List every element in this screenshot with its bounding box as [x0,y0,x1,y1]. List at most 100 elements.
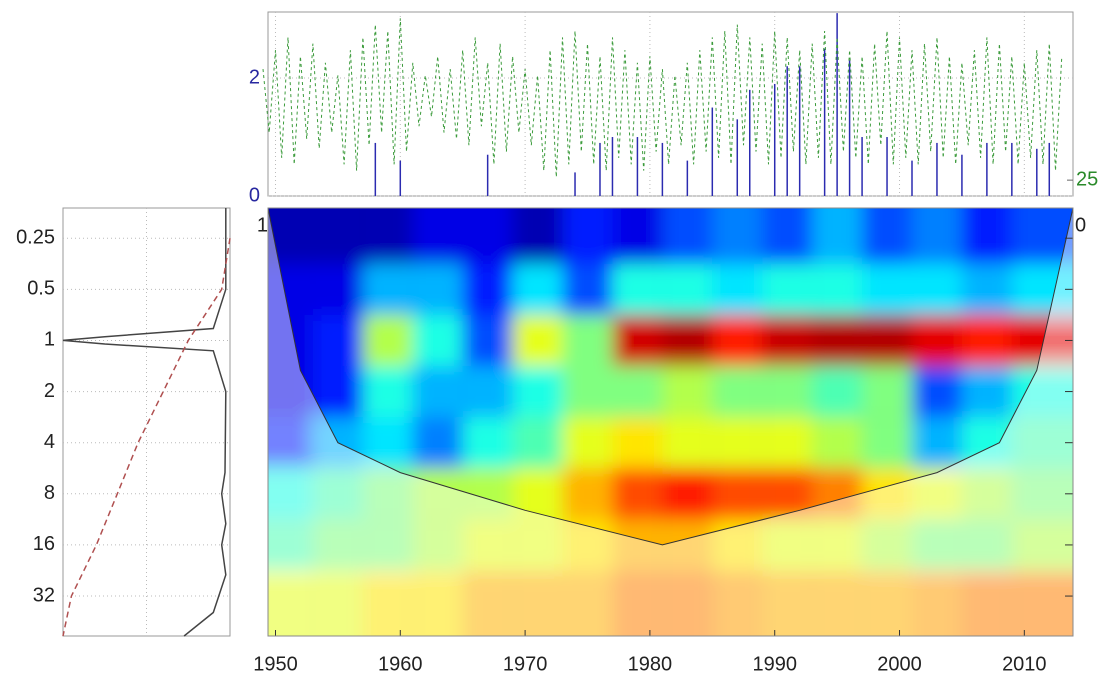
heat-cell [662,208,713,264]
y-tick-label: 0.5 [27,278,55,300]
heat-cell [268,263,313,315]
heat-cell [961,314,1012,367]
heat-cell [912,570,962,636]
heat-cell [312,468,363,520]
heat-cell [862,314,912,367]
heat-cell [812,468,863,520]
heat-cell [562,468,613,520]
heat-cell [362,263,413,315]
heat-cell [762,570,813,636]
x-tick-label: 1980 [628,653,673,675]
heat-cell [412,208,463,264]
heat-cell [961,366,1012,418]
top-y-tick-label: 0 [249,184,260,206]
heat-cell [862,468,912,520]
heat-cell [662,570,713,636]
x-tick-label: 1950 [253,653,298,675]
heat-cell [662,519,713,571]
heat-cell [312,314,363,367]
heat-cell [412,468,463,520]
heat-cell [362,519,413,571]
heat-cell [961,417,1012,469]
heat-cell [362,417,413,469]
heat-cell [312,570,363,636]
heat-cell [562,263,613,315]
heat-cell [612,468,663,520]
heat-cell [862,208,912,264]
heat-cell [712,519,763,571]
heat-cell [412,263,463,315]
heat-cell [961,519,1012,571]
x-tick-label: 2010 [1002,653,1047,675]
heat-cell [612,366,663,418]
heat-cell [812,570,863,636]
heat-cell [268,314,313,367]
dashed-series [262,18,1063,178]
heat-cell [762,417,813,469]
heat-cell [712,366,763,418]
heat-cell [712,570,763,636]
heat-cell [462,417,513,469]
top-panel-frame [267,11,1074,197]
y-tick-label: 1 [44,329,55,351]
heat-cell [1011,417,1073,469]
heat-cell [462,366,513,418]
top-y-tick-label: 2 [249,66,260,88]
heat-cell [512,366,563,418]
heat-cell [462,314,513,367]
heat-cell [312,263,363,315]
heat-cell [862,570,912,636]
heat-cell [362,366,413,418]
heat-cell [512,263,563,315]
heat-cell [961,263,1012,315]
heat-cell [268,570,313,636]
heat-cell [612,314,663,367]
heat-cell [1011,468,1073,520]
heat-cell [662,417,713,469]
heat-cell [512,468,563,520]
y-tick-label: 0.25 [16,226,55,248]
heat-cell [612,519,663,571]
heat-cell [412,417,463,469]
heat-cell [1011,366,1073,418]
heat-cell [562,417,613,469]
heat-cell [412,366,463,418]
heat-cell [912,519,962,571]
heat-cell [762,314,813,367]
heat-cell [862,417,912,469]
heat-cell [612,417,663,469]
y-tick-label: 16 [33,533,55,555]
heat-cell [762,263,813,315]
heat-cell [312,519,363,571]
heat-cell [312,366,363,418]
heat-cell [268,208,313,264]
heat-cell [268,366,313,418]
heat-cell [912,314,962,367]
heat-cell [562,366,613,418]
heat-cell [362,468,413,520]
heat-cell [462,570,513,636]
corner-label: 1 [257,214,268,236]
cone-of-influence [268,208,1073,546]
heat-cell [862,366,912,418]
heat-cell [268,468,313,520]
heat-cell [562,314,613,367]
top-y2-tick-label: 25 [1076,168,1098,190]
heat-cell [612,570,663,636]
heatmap [268,208,1073,636]
heat-cell [268,417,313,469]
heat-cell [662,314,713,367]
heat-cell [412,519,463,571]
heat-cell [512,208,563,264]
heat-cell [512,417,563,469]
x-tick-label: 1960 [378,653,423,675]
heat-cell [612,208,663,264]
heat-cell [512,314,563,367]
heat-cell [712,263,763,315]
heat-cell [862,519,912,571]
heat-cell [762,366,813,418]
heat-cell [961,208,1012,264]
heat-cell [1011,314,1073,367]
heat-cell [712,468,763,520]
